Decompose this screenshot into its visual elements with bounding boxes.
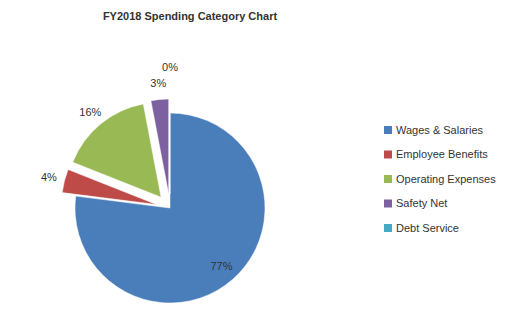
pie-slice [151, 99, 169, 194]
title: FY2018 Spending Category Chart [103, 10, 278, 22]
pie-slice [73, 104, 161, 197]
data-label: 16% [79, 106, 101, 118]
legend-swatch [384, 126, 392, 134]
data-label: 4% [41, 171, 57, 183]
data-label: 77% [211, 260, 233, 272]
legend-item: Safety Net [384, 197, 447, 209]
legend-item: Operating Expenses [384, 173, 496, 185]
legend-label: Wages & Salaries [396, 124, 484, 136]
legend-label: Safety Net [396, 197, 447, 209]
pie-slice [170, 99, 171, 194]
legend-label: Debt Service [396, 222, 459, 234]
legend-swatch [384, 224, 392, 232]
data-label: 0% [162, 61, 178, 73]
legend-swatch [384, 175, 392, 183]
legend-item: Wages & Salaries [384, 124, 484, 136]
legend-item: Employee Benefits [384, 148, 488, 160]
legend-item: Debt Service [384, 222, 459, 234]
chart: FY2018 Spending Category Chart 77% 4% 16% 3%… [0, 0, 520, 333]
pie: 77% 4% 16% 3% 0% [41, 61, 265, 303]
legend: Wages & Salaries Employee Benefits Operati… [384, 124, 496, 234]
legend-swatch [384, 200, 392, 208]
legend-label: Employee Benefits [396, 148, 488, 160]
legend-swatch [384, 151, 392, 159]
legend-label: Operating Expenses [396, 173, 496, 185]
data-label: 3% [150, 77, 166, 89]
